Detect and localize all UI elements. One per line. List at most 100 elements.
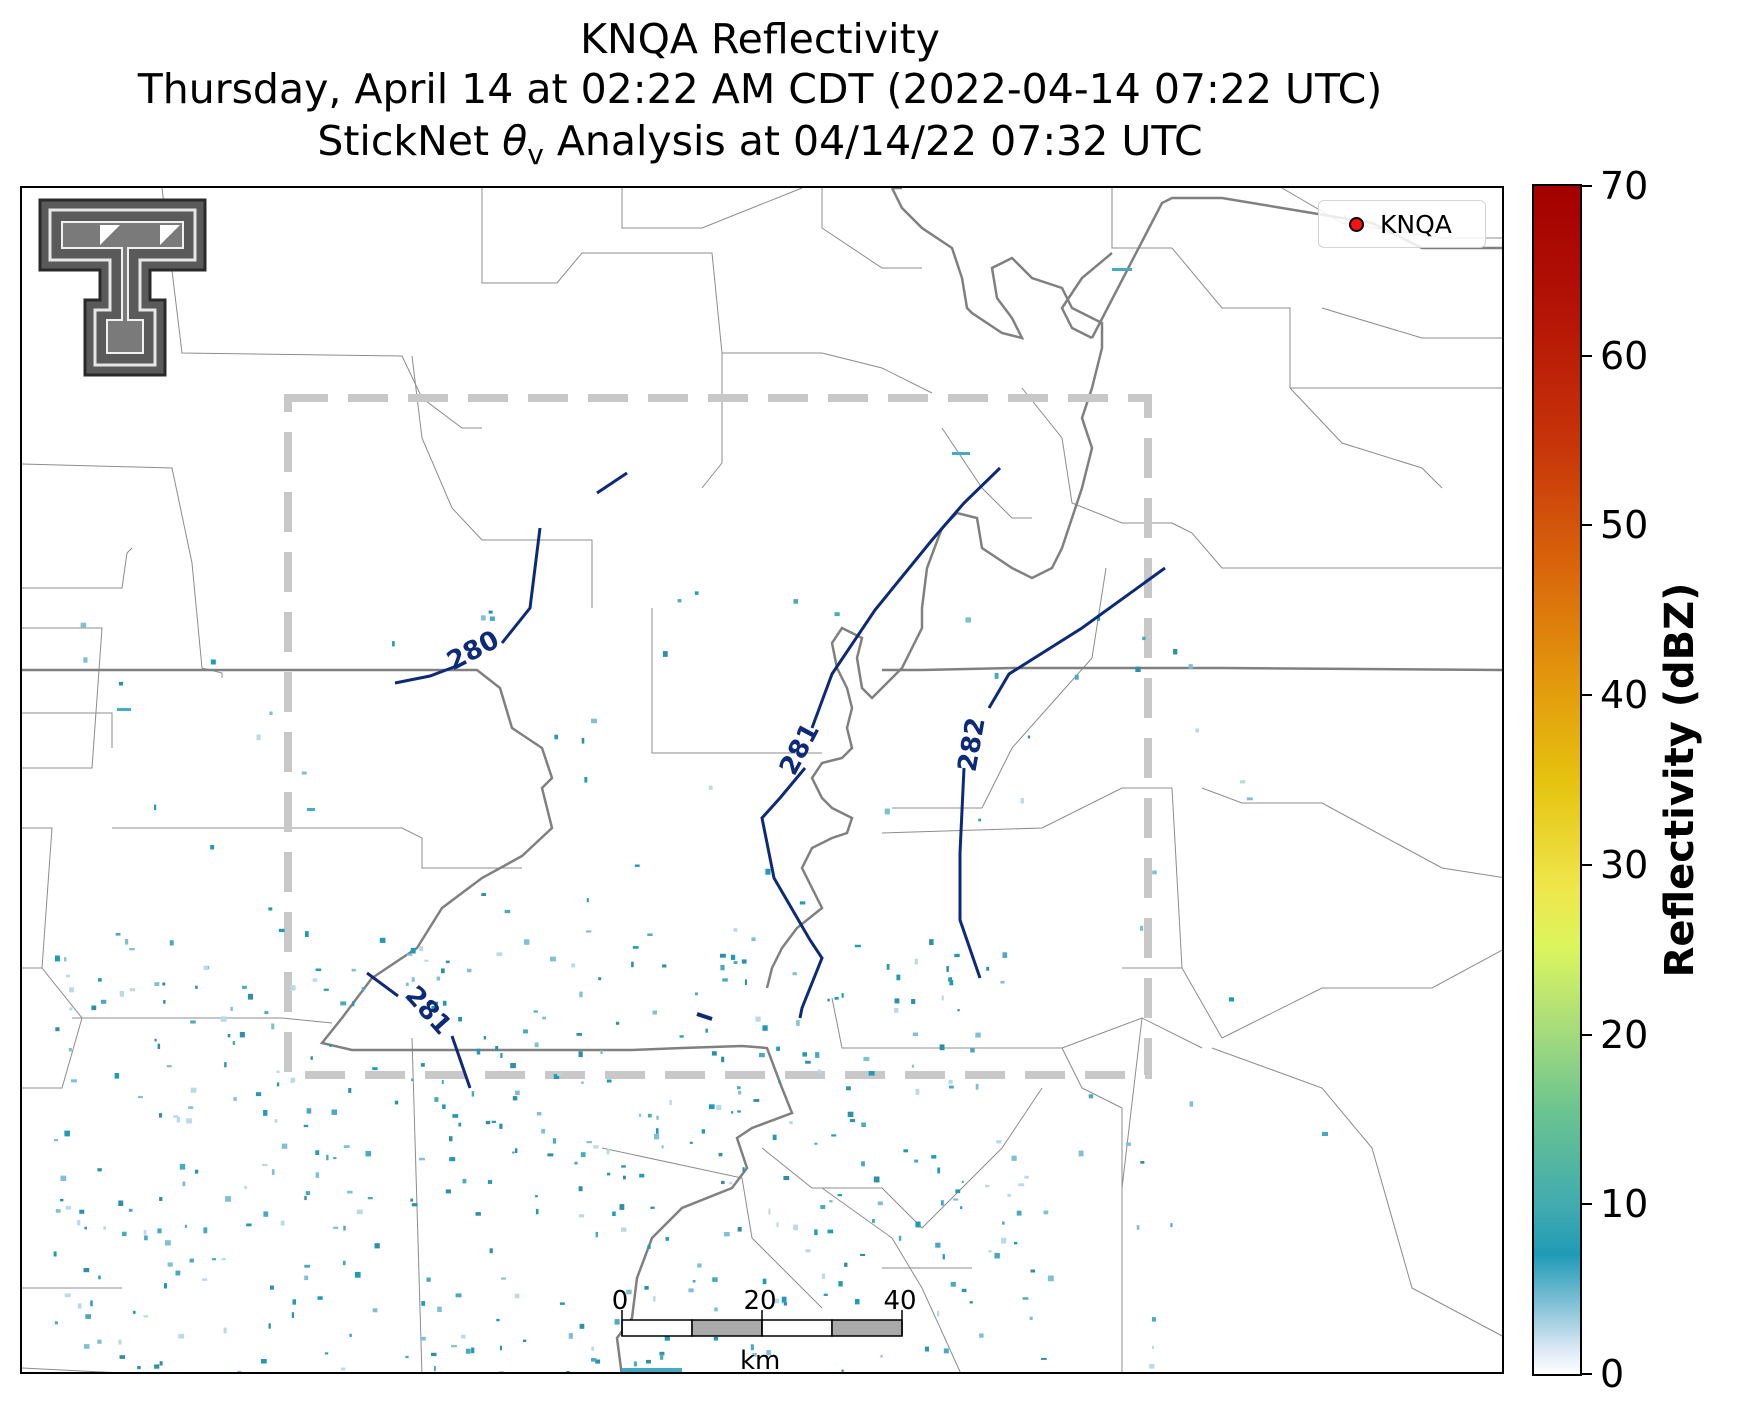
reflectivity-echo [420,1336,426,1341]
contour-280-segment-a [596,471,628,495]
reflectivity-echo [431,1352,437,1357]
contour-label-282: 282 [953,715,992,774]
reflectivity-echo [343,1145,350,1148]
reflectivity-echo [441,1080,444,1085]
reflectivity-echo [263,1211,269,1217]
reflectivity-echo [632,946,639,949]
reflectivity-echo [203,965,208,971]
reflectivity-echo [975,1032,981,1038]
reflectivity-echo [268,1323,271,1329]
reflectivity-echo [607,1172,611,1176]
reflectivity-echo [579,991,583,998]
reflectivity-echo [996,1140,1002,1144]
reflectivity-echo [261,1163,268,1167]
reflectivity-echoes [53,268,1328,1372]
reflectivity-echo [738,1090,742,1095]
reflectivity-echo [925,1346,929,1352]
reflectivity-echo [965,617,971,623]
reflectivity-echo [716,1104,722,1110]
reflectivity-echo [821,1273,826,1279]
reflectivity-echo [1041,1357,1047,1360]
reflectivity-echo [1152,870,1157,875]
reflectivity-echo [64,1130,70,1137]
reflectivity-echo [1002,1221,1005,1225]
reflectivity-echo [722,978,728,982]
reflectivity-echo [117,708,131,711]
reflectivity-echo [351,968,356,972]
reflectivity-echo [85,1314,91,1319]
reflectivity-echo [783,1302,788,1306]
reflectivity-echo [744,979,747,986]
reflectivity-echo [405,982,409,987]
reflectivity-echo [659,1351,665,1356]
reflectivity-echo [263,1110,268,1116]
reflectivity-echo [304,1264,310,1268]
reflectivity-echo [458,1016,462,1022]
reflectivity-echo [1029,1316,1033,1320]
reflectivity-echo [498,1371,505,1372]
contour-281-south [366,971,472,1089]
reflectivity-echo [814,1229,818,1236]
reflectivity-echo [84,1344,90,1349]
reflectivity-echo [55,1027,60,1032]
reflectivity-echo [372,1308,378,1313]
reflectivity-echo [796,1020,800,1026]
reflectivity-echo [405,1355,409,1359]
colorbar-tick-label: 50 [1600,503,1649,548]
reflectivity-echo [762,1278,767,1285]
reflectivity-echo [125,939,129,945]
reflectivity-echo [190,1020,196,1024]
reflectivity-echo [1011,1155,1017,1161]
reflectivity-echo [742,1167,745,1172]
reflectivity-echo [574,1161,578,1165]
reflectivity-echo [585,930,592,933]
reflectivity-echo [312,978,318,982]
reflectivity-echo [614,1319,620,1325]
reflectivity-echo [179,1163,186,1170]
reflectivity-echo [501,1277,506,1280]
reflectivity-echo [847,1111,854,1118]
reflectivity-echo [591,718,597,724]
reflectivity-echo [759,1053,765,1058]
reflectivity-echo [367,1197,373,1200]
reflectivity-echo [571,963,576,968]
reflectivity-echo [709,1104,715,1110]
reflectivity-echo [911,999,916,1004]
legend-label: KNQA [1380,209,1452,239]
reflectivity-echo [943,1348,949,1354]
reflectivity-echo [242,985,247,989]
reflectivity-echo [59,1198,64,1202]
reflectivity-echo [566,1371,570,1372]
reflectivity-echo [1002,952,1008,958]
reflectivity-echo [354,1271,361,1278]
reflectivity-echo [568,1333,573,1339]
reflectivity-echo [274,1119,278,1123]
reflectivity-echo [773,1298,780,1304]
reflectivity-echo [954,953,960,958]
reflectivity-echo [988,1249,992,1253]
reflectivity-echo [271,1169,275,1175]
reflectivity-echo [860,1253,866,1256]
reflectivity-echo [961,1288,967,1293]
reflectivity-echo [820,1205,826,1209]
reflectivity-echo [533,1010,538,1013]
reflectivity-echo [410,1198,414,1202]
reflectivity-echo [656,1115,659,1120]
reflectivity-echo [626,1289,632,1295]
reflectivity-echo [578,1214,584,1218]
reflectivity-echo [868,1071,875,1076]
reflectivity-echo [1074,674,1079,680]
reflectivity-echo [154,1364,160,1369]
reflectivity-echo [496,952,503,957]
reflectivity-echo [679,1035,684,1038]
reflectivity-echo [580,1152,586,1158]
reflectivity-echo [721,1056,725,1063]
reflectivity-echo [986,966,990,971]
reflectivity-echo [861,1161,865,1167]
reflectivity-echo [660,1354,664,1360]
reflectivity-echo [661,1145,664,1149]
reflectivity-echo [315,1172,320,1178]
reflectivity-echo [873,1176,880,1183]
map-subtitle-analysis: StickNet θv Analysis at 04/14/22 07:32 U… [0,118,1520,178]
reflectivity-echo [83,657,88,663]
